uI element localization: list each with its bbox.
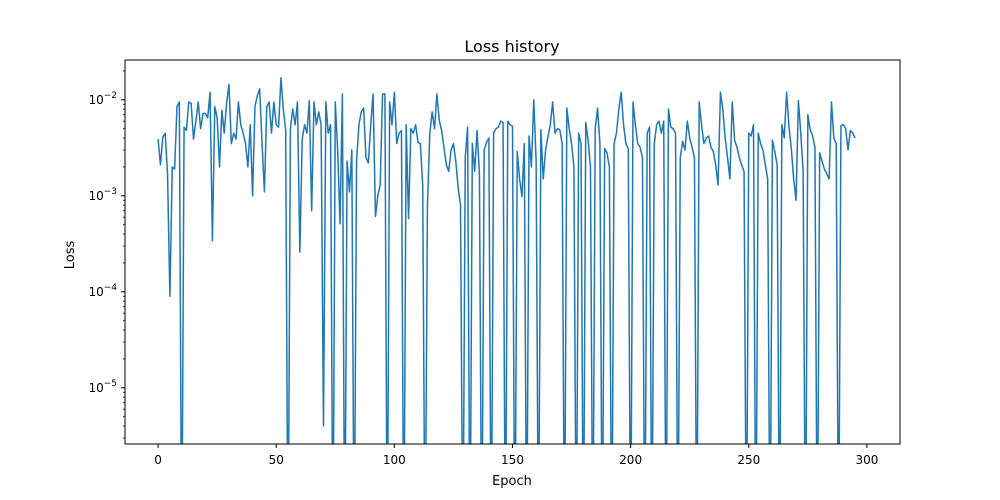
x-tick-label: 200 [619, 453, 642, 467]
x-tick-label: 50 [269, 453, 284, 467]
x-tick-label: 0 [154, 453, 162, 467]
chart-title: Loss history [464, 37, 559, 56]
x-axis: 0 50 100 150 200 250 300 [154, 444, 878, 467]
plot-area [157, 76, 856, 444]
y-axis-label: Loss [63, 241, 78, 270]
y-tick-label: 10−5 [88, 379, 117, 395]
y-tick-label: 10−2 [88, 91, 117, 107]
series-line-loss [157, 76, 856, 444]
y-tick-label: 10−3 [88, 187, 117, 203]
x-axis-label: Epoch [492, 474, 532, 489]
x-tick-label: 150 [501, 453, 524, 467]
plot-frame [124, 59, 901, 445]
y-tick-label: 10−4 [88, 283, 117, 299]
x-tick-label: 100 [383, 453, 406, 467]
y-axis: 10−5 10−4 10−3 10−2 [88, 70, 125, 439]
x-tick-label: 300 [855, 453, 878, 467]
x-tick-label: 250 [737, 453, 760, 467]
